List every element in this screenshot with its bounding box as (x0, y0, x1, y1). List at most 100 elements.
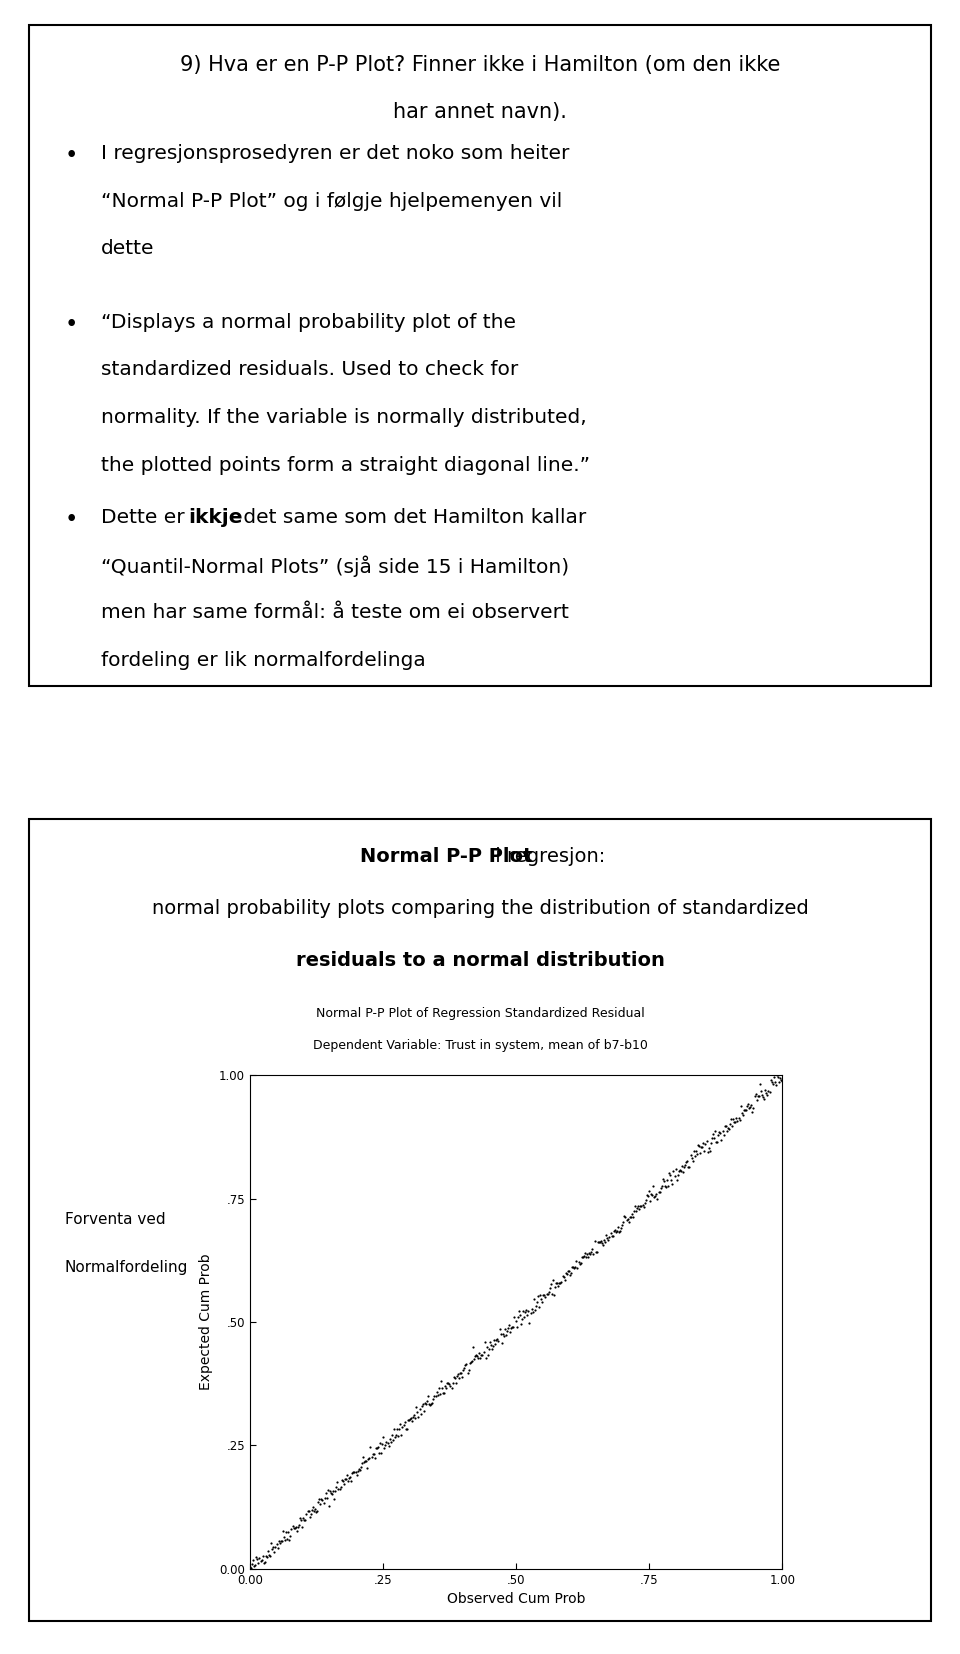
Point (487, 1327, 502, 1353)
Point (756, 1083, 771, 1110)
Point (588, 1239, 603, 1265)
Text: Normal P-P Plot of Regression Standardized Residual: Normal P-P Plot of Regression Standardiz… (316, 1007, 644, 1021)
Point (527, 1297, 542, 1323)
Point (573, 1250, 588, 1277)
Point (727, 1108, 742, 1135)
Point (413, 1401, 428, 1427)
Point (390, 1416, 405, 1442)
Point (709, 1130, 725, 1156)
Point (719, 1118, 734, 1145)
Point (625, 1204, 640, 1231)
Point (393, 1411, 408, 1437)
Point (582, 1240, 597, 1267)
Point (678, 1151, 693, 1178)
Point (428, 1383, 444, 1409)
Point (416, 1398, 431, 1424)
Point (317, 1485, 332, 1512)
Point (631, 1193, 646, 1219)
Point (536, 1282, 551, 1308)
Point (561, 1257, 576, 1284)
Point (435, 1379, 450, 1406)
Point (524, 1295, 540, 1322)
Point (634, 1193, 649, 1219)
Point (307, 1495, 323, 1522)
Point (732, 1107, 747, 1133)
Point (500, 1315, 516, 1341)
Point (609, 1219, 624, 1245)
Point (673, 1158, 688, 1184)
Point (620, 1206, 636, 1232)
Point (250, 1545, 265, 1571)
Point (275, 1528, 290, 1555)
Point (266, 1533, 281, 1560)
Point (708, 1118, 723, 1145)
Text: “Quantil-Normal Plots” (sjå side 15 i Hamilton): “Quantil-Normal Plots” (sjå side 15 i Ha… (101, 556, 569, 577)
Point (596, 1227, 612, 1254)
Point (657, 1168, 672, 1194)
Point (296, 1505, 311, 1532)
Point (400, 1408, 416, 1434)
Point (530, 1284, 545, 1310)
Point (648, 1183, 663, 1209)
Point (556, 1264, 571, 1290)
Point (528, 1292, 543, 1318)
Point (664, 1171, 680, 1197)
Point (409, 1394, 424, 1421)
Point (431, 1374, 446, 1401)
Text: residuals to a normal distribution: residuals to a normal distribution (296, 951, 664, 971)
Point (626, 1197, 641, 1224)
Point (420, 1383, 436, 1409)
Point (470, 1345, 486, 1371)
Text: i regresjon:: i regresjon: (489, 847, 605, 865)
Point (647, 1184, 662, 1211)
Point (589, 1239, 605, 1265)
Point (640, 1183, 656, 1209)
Point (497, 1317, 513, 1343)
Point (473, 1341, 489, 1368)
Point (460, 1360, 475, 1386)
Point (764, 1068, 780, 1095)
Point (300, 1497, 316, 1523)
Text: “Displays a normal probability plot of the: “Displays a normal probability plot of t… (101, 313, 516, 331)
Point (743, 1095, 758, 1121)
Point (615, 1209, 631, 1236)
Point (676, 1158, 691, 1184)
Point (475, 1341, 491, 1368)
Point (572, 1250, 588, 1277)
Point (389, 1421, 404, 1447)
Point (690, 1133, 706, 1159)
Point (422, 1391, 438, 1417)
Point (546, 1282, 562, 1308)
Point (555, 1262, 570, 1288)
Point (286, 1515, 301, 1542)
Point (567, 1254, 583, 1280)
Point (540, 1279, 556, 1305)
Point (772, 1068, 787, 1095)
Point (371, 1434, 386, 1460)
Point (489, 1327, 504, 1353)
Point (749, 1087, 764, 1113)
Point (591, 1229, 607, 1255)
Point (447, 1365, 463, 1391)
Point (479, 1333, 494, 1360)
Point (659, 1173, 674, 1199)
Point (279, 1525, 295, 1551)
Point (597, 1229, 612, 1255)
Point (328, 1474, 344, 1500)
Point (285, 1513, 300, 1540)
Point (395, 1414, 410, 1441)
Point (472, 1345, 488, 1371)
Point (458, 1351, 473, 1378)
Point (391, 1422, 406, 1449)
Point (618, 1204, 634, 1231)
Point (365, 1441, 380, 1467)
Point (632, 1196, 647, 1222)
Point (531, 1293, 546, 1320)
Point (516, 1305, 532, 1331)
Point (298, 1507, 313, 1533)
Point (509, 1313, 524, 1340)
Point (540, 1282, 555, 1308)
Point (680, 1148, 695, 1174)
Point (721, 1116, 736, 1143)
Text: •: • (65, 144, 79, 167)
